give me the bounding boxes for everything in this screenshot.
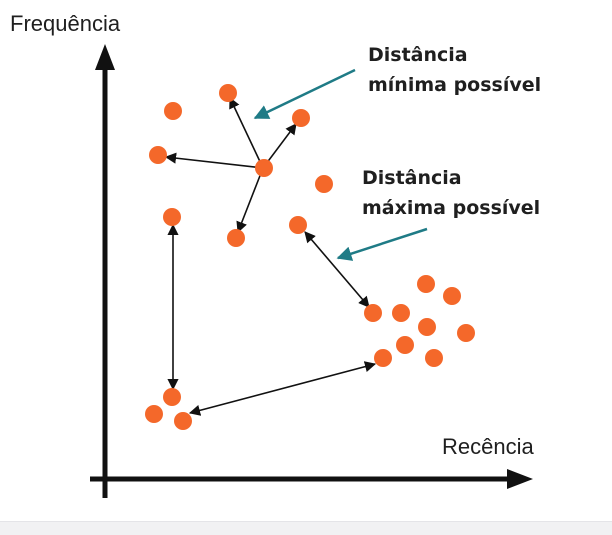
point bbox=[392, 304, 410, 322]
axes bbox=[90, 44, 533, 498]
distance-connectors bbox=[164, 96, 377, 416]
max-distance-line2: máxima possível bbox=[362, 197, 541, 219]
point bbox=[418, 318, 436, 336]
bottom-strip bbox=[0, 521, 612, 535]
point bbox=[374, 349, 392, 367]
min-connector-up-left bbox=[229, 96, 264, 169]
data-points bbox=[145, 84, 475, 430]
point bbox=[292, 109, 310, 127]
y-axis-label: Frequência bbox=[10, 11, 121, 36]
max-connector-horizontal bbox=[188, 361, 377, 416]
max-connector-diagonal bbox=[304, 231, 370, 308]
min-distance-annotation: Distância mínima possível bbox=[368, 40, 541, 100]
point bbox=[145, 405, 163, 423]
point bbox=[289, 216, 307, 234]
min-distance-line2: mínima possível bbox=[368, 74, 542, 96]
point bbox=[417, 275, 435, 293]
min-connector-down bbox=[236, 167, 264, 234]
min-distance-line1: Distância bbox=[368, 44, 468, 66]
point bbox=[163, 208, 181, 226]
point bbox=[396, 336, 414, 354]
min-connector-left bbox=[164, 152, 264, 169]
max-distance-pointer-arrow bbox=[336, 227, 428, 261]
point bbox=[457, 324, 475, 342]
point bbox=[425, 349, 443, 367]
x-axis-label: Recência bbox=[442, 434, 534, 459]
y-axis-arrowhead bbox=[95, 44, 115, 70]
point bbox=[163, 388, 181, 406]
point bbox=[149, 146, 167, 164]
point bbox=[443, 287, 461, 305]
max-distance-line1: Distância bbox=[362, 167, 462, 189]
point bbox=[255, 159, 273, 177]
point bbox=[364, 304, 382, 322]
point bbox=[164, 102, 182, 120]
point bbox=[227, 229, 245, 247]
point bbox=[174, 412, 192, 430]
x-axis-arrowhead bbox=[507, 469, 533, 489]
max-distance-annotation: Distância máxima possível bbox=[362, 163, 540, 223]
point bbox=[315, 175, 333, 193]
min-distance-pointer-arrow bbox=[253, 68, 356, 120]
point bbox=[219, 84, 237, 102]
